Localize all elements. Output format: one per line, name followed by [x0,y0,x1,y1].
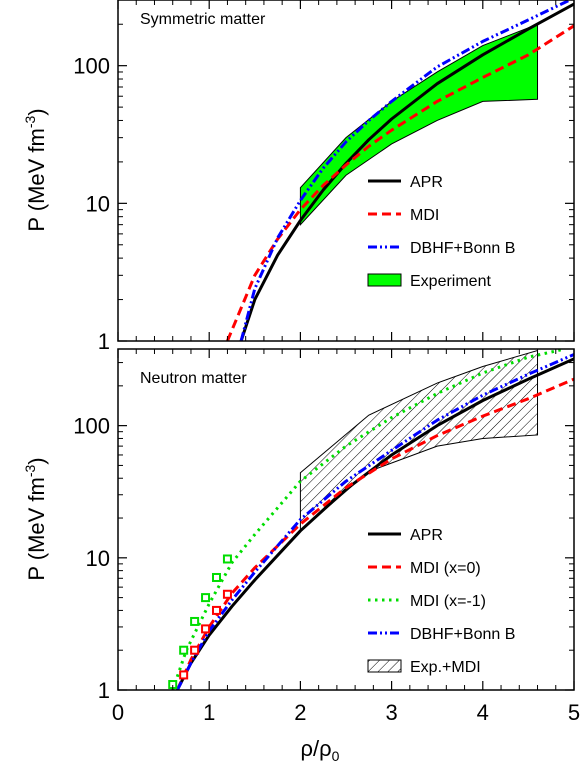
x-tick-label: 2 [294,700,306,725]
legend-swatch [367,659,402,673]
series-line-dbhf-bonn-b [239,0,574,341]
legend-label: DBHF+Bonn B [410,240,515,257]
legend-label: Experiment [410,273,491,290]
marker-mdi-x-1- [179,645,189,655]
marker-mdi-x-0- [211,605,221,615]
marker-mdi-x-0- [169,699,176,706]
legend-label: APR [410,527,443,544]
legend-label: APR [410,174,443,191]
y-axis-label-superscript: -3 [22,115,38,128]
series-line-dbhf-bonn-b [175,353,574,690]
legend-label: MDI (x=0) [410,560,481,577]
panel-neutron-matter: 1 10 100 Neutron matter APR MDI (x=0) MDI (x… [73,348,575,706]
legend-item: MDI (x=-1) [368,593,486,610]
y-tick-label: 1 [98,329,110,354]
marker-mdi-x-1- [201,593,211,603]
x-tick-label: 5 [568,700,580,725]
y-tick-label: 10 [86,546,110,571]
panel-title: Neutron matter [140,370,247,387]
x-tick-label: 3 [385,700,397,725]
legend-item: DBHF+Bonn B [368,626,515,643]
y-tick-label: 100 [73,54,110,79]
legend-label: MDI (x=-1) [410,593,486,610]
plot-frame [117,0,575,342]
band-exp-mdi [299,349,539,532]
series-line-apr [175,357,574,690]
x-tick-labels: 0 1 2 3 4 5 [112,700,580,725]
x-tick-label: 1 [203,700,215,725]
legend-swatch [367,273,402,287]
legend-item: Experiment [367,273,491,290]
marker-mdi-x-1- [211,572,221,582]
series-line-mdi-x-1- [171,349,566,690]
plot-frame [117,348,575,691]
y-axis-label-bottom: P (MeV fm-3) [22,457,49,580]
x-tick-label: 0 [112,700,124,725]
legend-label: Exp.+MDI [410,659,481,676]
x-tick-label: 4 [477,700,489,725]
y-tick-label: 1 [98,678,110,703]
panel-symmetric-matter: 1 10 100 Symmetric matter APR MDI DBHF+Bonn … [73,0,575,354]
x-axis-label-subscript: 0 [332,748,340,764]
marker-mdi-x-0- [190,645,200,655]
panel-title: Symmetric matter [140,11,266,28]
legend-item: MDI (x=0) [368,560,481,577]
legend-item: MDI [368,207,439,224]
legend-item: APR [368,174,443,191]
y-tick-label: 10 [86,191,110,216]
y-axis-label-superscript: -3 [22,464,38,477]
legend-item: DBHF+Bonn B [368,240,515,257]
marker-mdi-x-0- [222,589,232,599]
legend-item: APR [368,527,443,544]
y-tick-label: 100 [73,414,110,439]
marker-mdi-x-0- [179,670,189,680]
band-experiment [299,23,539,226]
marker-mdi-x-1- [190,616,200,626]
x-axis-label: ρ/ρ0 [301,736,340,764]
marker-mdi-x-0- [201,624,211,634]
series-line-apr [239,2,574,341]
y-axis-label-top: P (MeV fm-3) [22,108,49,231]
legend-label: DBHF+Bonn B [410,626,515,643]
marker-mdi-x-1- [222,554,232,564]
legend-item: Exp.+MDI [367,659,481,676]
legend-label: MDI [410,207,439,224]
